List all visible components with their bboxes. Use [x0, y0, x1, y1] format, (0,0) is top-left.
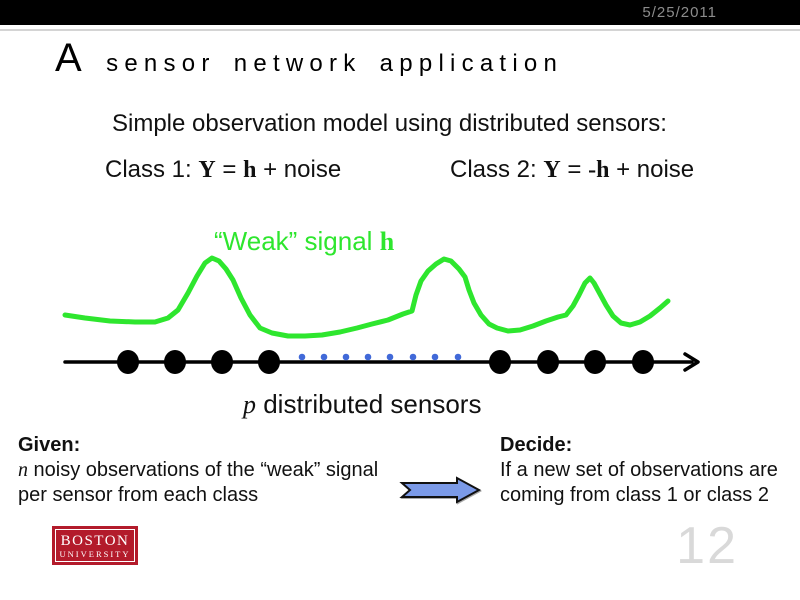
slide-title: A sensor network application: [55, 36, 564, 80]
logo-line2: UNIVERSITY: [59, 548, 131, 559]
ellipsis-dot: [364, 353, 372, 361]
decide-line1: If a new set of observations are: [500, 459, 778, 481]
sensor-dot: [489, 350, 511, 374]
sensor-dot: [211, 350, 233, 374]
sensor-dot: [537, 350, 559, 374]
axis-label-text: distributed sensors: [256, 389, 482, 419]
class1-Y: Y: [198, 157, 216, 183]
given-heading: Given:: [18, 434, 81, 456]
ellipsis-dot: [320, 353, 328, 361]
weak-signal-h: h: [379, 227, 395, 256]
ellipsis-dot: [386, 353, 394, 361]
sensor-dots: [117, 350, 654, 374]
decide-block: Decide: If a new set of observations are…: [500, 433, 800, 508]
class2-equals: =: [560, 156, 589, 183]
ellipsis-dots: [298, 353, 462, 361]
page-number: 12: [676, 517, 738, 575]
given-line1: n noisy observations of the “weak” signa…: [18, 458, 410, 483]
class2-Y: Y: [543, 157, 561, 183]
given-block: Given: n noisy observations of the “weak…: [18, 433, 410, 508]
given-line1-text: noisy observations of the “weak” signal: [28, 459, 379, 481]
given-line2: per sensor from each class: [18, 484, 259, 506]
sensor-dot: [258, 350, 280, 374]
class2-h: -h: [588, 157, 610, 183]
ellipsis-dot: [431, 353, 439, 361]
sensor-dot: [117, 350, 139, 374]
weak-signal-label: “Weak” signal h: [214, 226, 394, 257]
logo-line1: BOSTON: [60, 532, 130, 549]
class2-equation: Class 2: Y = -h + noise: [450, 156, 694, 184]
class1-equals: =: [215, 156, 244, 183]
given-n: n: [18, 459, 28, 481]
top-bar: [0, 0, 800, 25]
ellipsis-dot: [409, 353, 417, 361]
signal-curve: [62, 255, 671, 339]
ellipsis-dot: [342, 353, 350, 361]
axis-label-p: p: [243, 390, 256, 419]
sensor-diagram: [0, 240, 800, 385]
class2-noise: + noise: [609, 156, 695, 183]
sensor-dot: [584, 350, 606, 374]
decide-line2: coming from class 1 or class 2: [500, 484, 769, 506]
ellipsis-dot: [454, 353, 462, 361]
ellipsis-dot: [298, 353, 306, 361]
flow-arrow-icon: [399, 476, 482, 504]
boston-university-logo: BOSTON UNIVERSITY: [52, 526, 138, 565]
class1-equation: Class 1: Y = h + noise: [105, 156, 341, 184]
axis-label: p distributed sensors: [243, 389, 481, 420]
decide-heading: Decide:: [500, 434, 573, 456]
sensor-dot: [632, 350, 654, 374]
axis-arrowhead-icon: [683, 352, 700, 372]
weak-signal-text: “Weak” signal: [214, 226, 380, 256]
sensor-dot: [164, 350, 186, 374]
subtitle: Simple observation model using distribut…: [112, 110, 667, 137]
boston-university-logo-inner: BOSTON UNIVERSITY: [55, 529, 135, 562]
slide-date: 5/25/2011: [642, 4, 717, 21]
class1-label: Class 1:: [105, 156, 199, 183]
top-hairline: [0, 29, 800, 31]
class2-label: Class 2:: [450, 156, 544, 183]
class1-h: h: [243, 157, 257, 183]
class1-noise: + noise: [256, 156, 342, 183]
